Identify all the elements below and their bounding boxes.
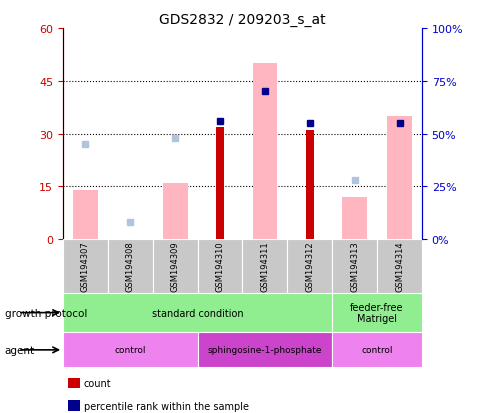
Bar (376, 240, 421, 293)
Text: GSM194308: GSM194308 (125, 241, 135, 292)
Bar (73, 190, 98, 240)
Text: control: control (361, 346, 392, 354)
Text: growth protocol: growth protocol (5, 308, 87, 318)
Bar (152, 240, 197, 293)
Bar (332, 293, 421, 332)
Bar (197, 240, 242, 293)
Bar (63, 240, 107, 293)
Text: GSM194313: GSM194313 (349, 241, 359, 292)
Bar (197, 332, 332, 368)
Bar (342, 197, 366, 240)
Text: percentile rank within the sample: percentile rank within the sample (84, 401, 248, 411)
Text: standard condition: standard condition (151, 308, 243, 318)
Bar (305, 131, 313, 240)
Bar (242, 240, 287, 293)
Bar (287, 240, 332, 293)
Bar (252, 64, 277, 240)
Bar (163, 183, 187, 240)
Bar (332, 332, 421, 368)
Bar (63, 293, 332, 332)
Text: GSM194307: GSM194307 (81, 241, 90, 292)
Text: GSM194311: GSM194311 (260, 241, 269, 292)
Bar (215, 127, 224, 240)
Bar (63, 332, 197, 368)
Text: control: control (114, 346, 146, 354)
Text: GSM194312: GSM194312 (304, 241, 314, 292)
Text: feeder-free
Matrigel: feeder-free Matrigel (349, 302, 403, 324)
Bar (332, 240, 376, 293)
Bar (107, 240, 152, 293)
Text: agent: agent (5, 345, 35, 355)
Text: GSM194314: GSM194314 (394, 241, 403, 292)
Text: sphingosine-1-phosphate: sphingosine-1-phosphate (207, 346, 321, 354)
Bar (386, 116, 411, 240)
Text: count: count (84, 378, 111, 388)
Text: GSM194310: GSM194310 (215, 241, 224, 292)
Title: GDS2832 / 209203_s_at: GDS2832 / 209203_s_at (159, 12, 325, 26)
Text: GSM194309: GSM194309 (170, 241, 180, 292)
